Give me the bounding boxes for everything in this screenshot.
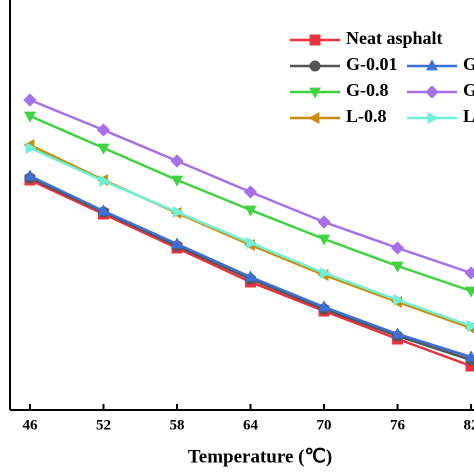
series-line [29, 146, 472, 328]
legend-marker [308, 111, 320, 125]
data-point [319, 266, 331, 280]
data-point [172, 205, 184, 219]
data-point [170, 154, 184, 168]
data-point [465, 360, 474, 372]
legend-marker [308, 87, 322, 99]
data-point [317, 234, 331, 246]
data-point [466, 319, 474, 333]
data-point [465, 350, 474, 362]
legend-label: G-0.8 [346, 80, 389, 100]
series-line [29, 114, 472, 293]
legend-label: G [463, 80, 474, 100]
x-tick-label: 52 [96, 417, 111, 433]
x-tick-label: 82 [464, 417, 474, 433]
x-tick-label: 70 [317, 417, 332, 433]
data-point [25, 141, 37, 155]
legend-label: L-0.8 [346, 106, 387, 126]
legend-marker [309, 34, 321, 46]
legend-label: L [463, 106, 474, 126]
data-point [23, 169, 37, 181]
data-point [244, 205, 257, 217]
data-point [246, 236, 258, 250]
legend-label: Neat asphalt [346, 28, 443, 48]
data-point [390, 241, 405, 255]
data-point [243, 185, 258, 199]
data-point [96, 123, 111, 137]
x-tick-label: 58 [170, 417, 185, 433]
x-axis-label: Temperature (℃) [188, 446, 332, 467]
data-point [170, 175, 184, 187]
legend-marker [425, 59, 439, 71]
data-point [465, 286, 474, 298]
legend-label: G-0.01 [346, 54, 398, 74]
legend-marker [427, 111, 439, 125]
series-line [29, 143, 472, 330]
data-point [391, 261, 404, 273]
data-point [99, 174, 111, 188]
data-point [97, 204, 110, 216]
data-point [23, 111, 37, 123]
legend-label: G [463, 54, 474, 74]
data-point [391, 327, 404, 339]
data-point [317, 300, 331, 312]
data-point [23, 93, 37, 107]
data-point [317, 215, 331, 229]
data-point [170, 237, 184, 249]
data-point [464, 266, 474, 280]
x-tick-label: 46 [22, 417, 38, 433]
legend-marker [309, 60, 321, 72]
x-tick-label: 64 [243, 417, 259, 433]
x-tick-label: 76 [390, 417, 406, 433]
data-point [393, 293, 405, 307]
legend-marker [425, 85, 439, 99]
data-point [97, 143, 110, 155]
series-line [29, 174, 472, 359]
data-point [244, 270, 257, 282]
